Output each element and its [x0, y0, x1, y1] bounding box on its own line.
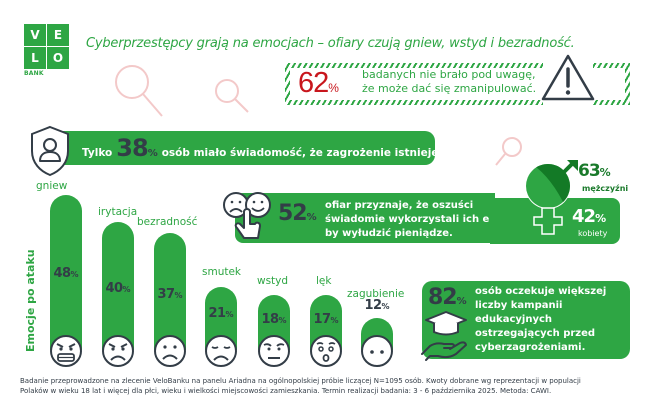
velobank-logo: V E L O BANK [24, 24, 70, 77]
emotion-label: gniew [36, 180, 68, 192]
emotion-value: 18% [261, 312, 287, 327]
stat-62-value: 62% [298, 67, 339, 99]
stat-62-text: badanych nie brało pod uwagę, że może da… [362, 68, 537, 95]
logo-letter: L [24, 47, 46, 69]
logo-subtitle: BANK [24, 70, 44, 77]
sorrowful-face-icon [205, 335, 237, 367]
emotion-value: 37% [157, 287, 183, 302]
emotion-value: 12% [364, 298, 390, 313]
men-label: mężczyźni [582, 184, 629, 193]
stat-38-text: Tylko 38% osób miało świadomość, że zagr… [82, 134, 443, 162]
stat-38-bar [60, 131, 435, 165]
emotions-axis-label: Emocje po ataku [24, 249, 37, 352]
sad-face-icon [154, 335, 186, 367]
blank-face-icon [361, 335, 393, 367]
magnifier-icon [495, 137, 522, 166]
stat-52-value: 52% [278, 201, 317, 226]
emotion-label: irytacja [98, 206, 138, 218]
footer-note: Badanie przeprowadzone na zlecenie VeloB… [20, 377, 581, 395]
emotion-value: 17% [313, 312, 339, 327]
magnifier-icon [215, 79, 249, 113]
logo-letter: O [47, 47, 69, 69]
sad-happy-faces-hand-icon [223, 192, 271, 239]
emotion-label: smutek [202, 266, 242, 278]
logo-letter: V [24, 24, 46, 46]
emotion-label: zagubienie [347, 288, 405, 300]
emotion-bar [154, 233, 186, 350]
emotion-label: lęk [316, 275, 332, 287]
emotion-value: 48% [53, 266, 79, 281]
women-label: kobiety [578, 229, 608, 238]
stat-52-text: ofiar przyznaje, że oszuści świadomie wy… [325, 200, 527, 239]
furious-face-icon [50, 335, 82, 367]
warning-triangle-icon [541, 54, 595, 101]
logo-letter: E [47, 24, 69, 46]
scared-face-icon [310, 335, 342, 367]
angry-face-icon [102, 335, 134, 367]
gender-symbol-icon [525, 160, 578, 235]
emotion-label: wstyd [257, 275, 289, 287]
emotion-bar [50, 195, 82, 350]
stat-52-box [235, 193, 495, 243]
women-percentage: 42% [572, 206, 607, 227]
ashamed-face-icon [258, 335, 290, 367]
emotion-value: 40% [105, 281, 131, 296]
emotion-bar [102, 222, 134, 350]
page-title: Cyberprzestępcy grają na emocjach – ofia… [86, 36, 575, 51]
men-percentage: 63% [578, 161, 611, 181]
magnifier-icon [115, 65, 163, 117]
stat-82-text: osób oczekuje większej liczby kampanii e… [475, 286, 607, 353]
graduation-cap-hand-icon [421, 311, 467, 361]
emotion-value: 21% [208, 306, 234, 321]
shield-user-icon [31, 125, 69, 177]
emotion-label: bezradność [137, 216, 198, 228]
stat-82-value: 82% [428, 285, 467, 310]
